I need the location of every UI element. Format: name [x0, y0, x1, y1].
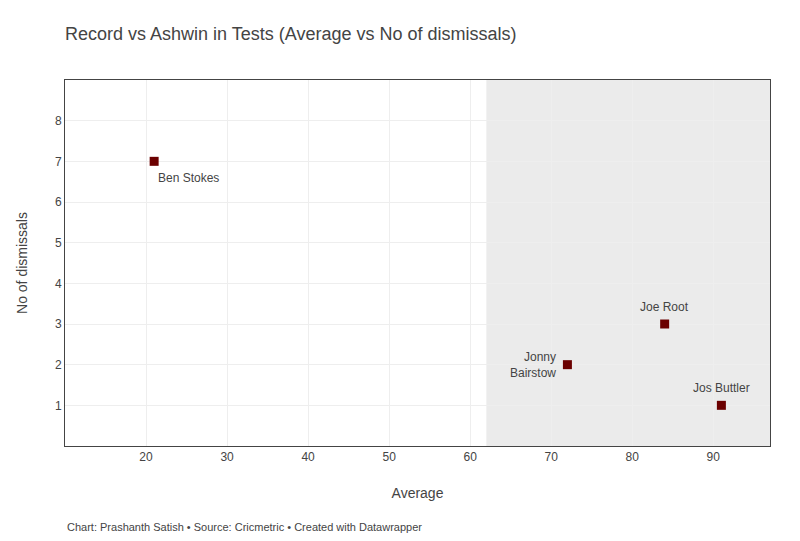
- svg-text:Average: Average: [392, 485, 444, 501]
- svg-text:50: 50: [382, 450, 396, 464]
- svg-text:Chart: Prashanth Satish • Sour: Chart: Prashanth Satish • Source: Cricme…: [67, 521, 422, 533]
- svg-text:6: 6: [55, 195, 62, 209]
- svg-text:1: 1: [55, 399, 62, 413]
- svg-text:8: 8: [55, 114, 62, 128]
- svg-text:3: 3: [55, 317, 62, 331]
- svg-text:7: 7: [55, 155, 62, 169]
- svg-text:90: 90: [707, 450, 721, 464]
- svg-text:20: 20: [139, 450, 153, 464]
- svg-text:40: 40: [301, 450, 315, 464]
- svg-text:Joe Root: Joe Root: [640, 300, 689, 314]
- svg-text:80: 80: [626, 450, 640, 464]
- svg-text:Record vs Ashwin in Tests (Ave: Record vs Ashwin in Tests (Average vs No…: [65, 24, 517, 44]
- svg-text:4: 4: [55, 277, 62, 291]
- svg-text:70: 70: [545, 450, 559, 464]
- svg-text:5: 5: [55, 236, 62, 250]
- svg-text:No of dismissals: No of dismissals: [14, 212, 30, 314]
- svg-text:Jos Buttler: Jos Buttler: [693, 381, 750, 395]
- svg-text:60: 60: [463, 450, 477, 464]
- svg-text:JonnyBairstow: JonnyBairstow: [510, 350, 556, 380]
- svg-text:Ben Stokes: Ben Stokes: [158, 171, 219, 185]
- svg-text:2: 2: [55, 358, 62, 372]
- svg-text:30: 30: [220, 450, 234, 464]
